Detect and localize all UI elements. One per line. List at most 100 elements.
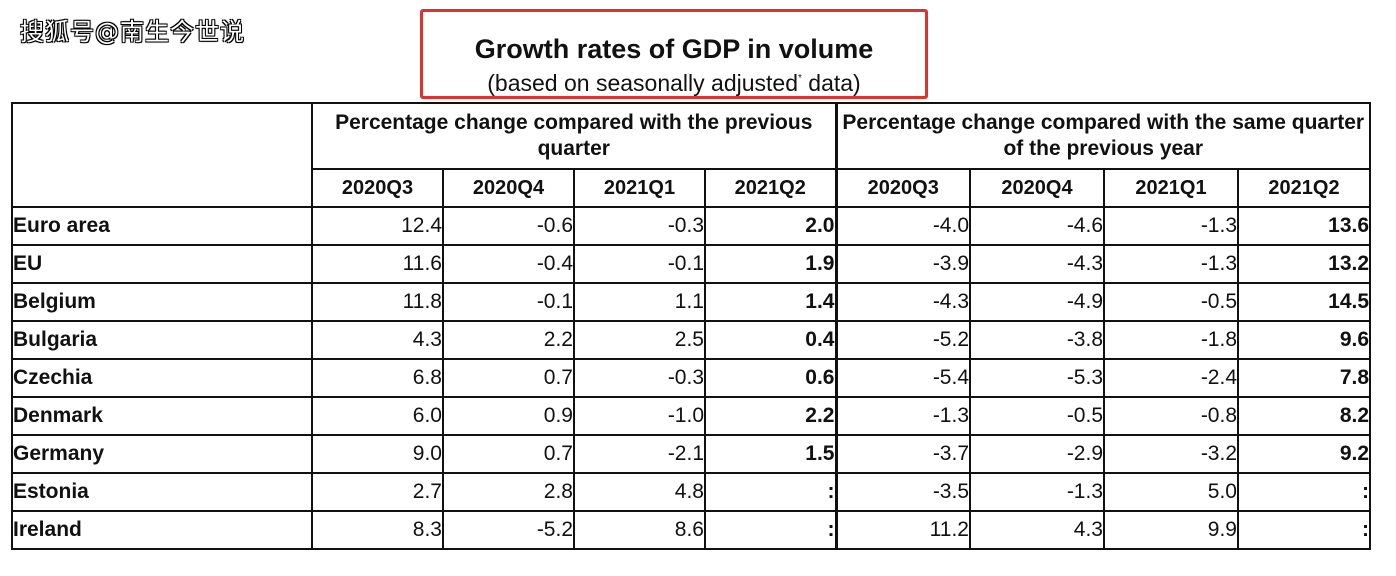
- value-cell: 2.2: [704, 396, 837, 436]
- value-cell: 6.8: [311, 358, 444, 398]
- value-cell: -3.2: [1103, 434, 1239, 474]
- value-cell: -0.5: [1103, 282, 1239, 322]
- group-header-previous-year: Percentage change compared with the same…: [834, 102, 1372, 170]
- value-cell: 0.4: [704, 320, 837, 360]
- value-cell: 9.2: [1236, 434, 1372, 474]
- value-cell: 6.0: [311, 396, 444, 436]
- corner-cell: [11, 102, 313, 208]
- group-header-previous-quarter: Percentage change compared with the prev…: [311, 102, 837, 170]
- value-cell: -4.6: [969, 206, 1105, 246]
- table-row: Estonia 2.7 2.8 4.8: -3.5 -1.3 5.0:: [11, 472, 1372, 512]
- country-cell: Euro area: [11, 206, 313, 246]
- value-cell: -1.3: [1103, 244, 1239, 284]
- value-cell: -3.5: [834, 472, 971, 512]
- table-row: Euro area 12.4 -0.6 -0.3 2.0 -4.0 -4.6 -1.3 13.6: [11, 206, 1372, 246]
- country-cell: Estonia: [11, 472, 313, 512]
- value-cell: -0.5: [969, 396, 1105, 436]
- value-cell: -4.0: [834, 206, 971, 246]
- value-cell: 1.4: [704, 282, 837, 322]
- table-row: Ireland 8.3 -5.2 8.6:11.2 4.3 9.9:: [11, 510, 1372, 550]
- value-cell: 0.9: [442, 396, 575, 436]
- value-cell: 14.5: [1236, 282, 1372, 322]
- value-cell: 11.6: [311, 244, 444, 284]
- value-cell: -0.6: [442, 206, 575, 246]
- value-cell: -2.1: [573, 434, 706, 474]
- value-cell: -4.9: [969, 282, 1105, 322]
- value-cell: 1.9: [704, 244, 837, 284]
- quarter-header: 2021Q1: [1103, 168, 1239, 208]
- subtitle-text: (based on seasonally adjusted: [487, 70, 798, 96]
- value-cell: 7.8: [1236, 358, 1372, 398]
- value-cell: 0.6: [704, 358, 837, 398]
- table-subtitle: (based on seasonally adjusted* data): [423, 66, 925, 96]
- value-cell: 5.0: [1103, 472, 1239, 512]
- value-cell: 9.0: [311, 434, 444, 474]
- value-cell: -0.3: [573, 358, 706, 398]
- value-cell: 0.7: [442, 358, 575, 398]
- country-cell: Bulgaria: [11, 320, 313, 360]
- value-cell: -5.2: [442, 510, 575, 550]
- table-row: EU 11.6 -0.4 -0.1 1.9 -3.9 -4.3 -1.3 13.2: [11, 244, 1372, 284]
- quarter-header: 2020Q4: [442, 168, 575, 208]
- value-cell: 2.2: [442, 320, 575, 360]
- value-cell: 4.3: [969, 510, 1105, 550]
- quarter-header: 2020Q3: [311, 168, 444, 208]
- quarter-header: 2021Q2: [1236, 168, 1372, 208]
- country-cell: Belgium: [11, 282, 313, 322]
- gdp-table: Percentage change compared with the prev…: [11, 102, 1372, 550]
- value-cell: -1.3: [1103, 206, 1239, 246]
- table-row: Bulgaria 4.3 2.2 2.5 0.4 -5.2 -3.8 -1.8 9.6: [11, 320, 1372, 360]
- value-cell: :: [704, 472, 837, 512]
- value-cell: 11.2: [834, 510, 971, 550]
- value-cell: 12.4: [311, 206, 444, 246]
- value-cell: -2.4: [1103, 358, 1239, 398]
- value-cell: 0.7: [442, 434, 575, 474]
- quarter-header: 2021Q2: [704, 168, 837, 208]
- value-cell: :: [1236, 510, 1372, 550]
- value-cell: -2.9: [969, 434, 1105, 474]
- table-row: Germany 9.0 0.7 -2.1 1.5 -3.7 -2.9 -3.2 9.2: [11, 434, 1372, 474]
- title-box: Growth rates of GDP in volume (based on …: [420, 9, 928, 99]
- watermark: 搜狐号@南生今世说: [20, 18, 245, 46]
- value-cell: 8.2: [1236, 396, 1372, 436]
- value-cell: -0.1: [573, 244, 706, 284]
- country-cell: Denmark: [11, 396, 313, 436]
- value-cell: -0.4: [442, 244, 575, 284]
- value-cell: 1.5: [704, 434, 837, 474]
- value-cell: 4.3: [311, 320, 444, 360]
- country-cell: Czechia: [11, 358, 313, 398]
- table-row: Belgium 11.8 -0.1 1.1 1.4 -4.3 -4.9 -0.5 14.5: [11, 282, 1372, 322]
- quarter-header: 2020Q3: [834, 168, 971, 208]
- quarter-header: 2021Q1: [573, 168, 706, 208]
- value-cell: -0.1: [442, 282, 575, 322]
- value-cell: 13.6: [1236, 206, 1372, 246]
- value-cell: 2.7: [311, 472, 444, 512]
- value-cell: 8.3: [311, 510, 444, 550]
- value-cell: -0.3: [573, 206, 706, 246]
- value-cell: 9.9: [1103, 510, 1239, 550]
- value-cell: -1.0: [573, 396, 706, 436]
- value-cell: 13.2: [1236, 244, 1372, 284]
- value-cell: -5.2: [834, 320, 971, 360]
- table-row: Denmark 6.0 0.9 -1.0 2.2 -1.3 -0.5 -0.8 8.2: [11, 396, 1372, 436]
- value-cell: -3.8: [969, 320, 1105, 360]
- table-title: Growth rates of GDP in volume: [474, 34, 874, 64]
- value-cell: -4.3: [969, 244, 1105, 284]
- value-cell: -0.8: [1103, 396, 1239, 436]
- footnote-mark: *: [797, 73, 802, 84]
- quarter-header-row: 2020Q3 2020Q4 2021Q1 2021Q2 2020Q3 2020Q4 2021…: [12, 168, 1372, 208]
- quarter-header: 2020Q4: [969, 168, 1105, 208]
- value-cell: -1.3: [969, 472, 1105, 512]
- value-cell: -3.7: [834, 434, 971, 474]
- value-cell: 8.6: [573, 510, 706, 550]
- value-cell: 11.8: [311, 282, 444, 322]
- value-cell: -3.9: [834, 244, 971, 284]
- value-cell: 2.0: [704, 206, 837, 246]
- subtitle-end: data): [801, 70, 861, 96]
- value-cell: -5.3: [969, 358, 1105, 398]
- value-cell: 1.1: [573, 282, 706, 322]
- value-cell: 9.6: [1236, 320, 1372, 360]
- table-row: Czechia 6.8 0.7 -0.3 0.6 -5.4 -5.3 -2.4 7.8: [11, 358, 1372, 398]
- value-cell: -1.3: [834, 396, 971, 436]
- value-cell: -1.8: [1103, 320, 1239, 360]
